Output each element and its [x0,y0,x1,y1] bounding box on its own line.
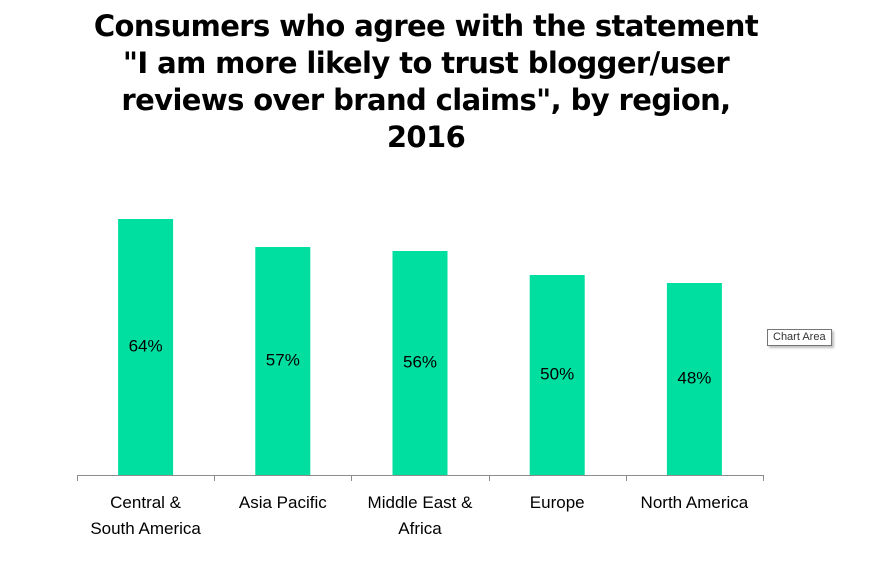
chart-title-line: 2016 [386,120,466,154]
data-label: 56% [403,352,437,371]
tick-label: Middle East & [368,493,474,512]
data-label: 57% [266,350,300,369]
chart-title-line: reviews over brand claims", by region, [121,83,731,117]
data-labels-group: 64% 57% 56% 50% 48% [129,336,712,387]
tick-label: Asia Pacific [239,493,327,512]
tick-label: South America [90,519,201,538]
bar[interactable] [666,283,722,475]
data-label: 50% [540,364,574,383]
bars-group [118,219,722,475]
tick-label: Europe [530,493,585,512]
category-axis [77,475,764,481]
tick-label: North America [641,493,749,512]
bar[interactable] [392,251,448,475]
tick-label: Africa [398,519,442,538]
tick-label: Central & [110,493,182,512]
data-label: 48% [677,368,711,387]
chart-title-line: "I am more likely to trust blogger/user [122,46,730,80]
chart-area-tooltip: Chart Area [767,329,832,346]
bar[interactable] [529,275,585,475]
bar[interactable] [118,219,174,475]
tick-labels-group: Central & South America Asia Pacific Middle… [90,493,748,538]
chart-title-line: Consumers who agree with the statement [93,9,759,43]
chart-title: Consumers who agree with the statement "… [40,8,812,156]
data-label: 64% [129,336,163,355]
bar[interactable] [255,247,311,475]
